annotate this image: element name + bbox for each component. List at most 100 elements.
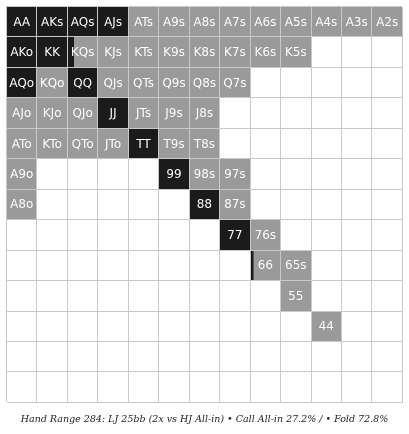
hand-cell xyxy=(341,98,373,129)
hand-cell xyxy=(372,281,403,312)
hand-cell: KTs xyxy=(128,37,160,68)
hand-cell xyxy=(220,341,251,373)
hand-cell: QJo xyxy=(67,98,99,129)
hand-cell: 76s xyxy=(250,220,282,251)
hand-cell: 88 xyxy=(189,189,221,221)
hand-cell xyxy=(37,372,68,403)
hand-cell xyxy=(311,67,342,99)
hand-cell xyxy=(7,220,38,251)
hand-cell xyxy=(311,37,342,68)
hand-cell xyxy=(37,189,68,221)
hand-cell xyxy=(341,67,373,99)
hand-cell xyxy=(372,67,403,99)
hand-cell xyxy=(372,159,403,190)
hand-cell: J9s xyxy=(159,98,190,129)
hand-cell: A9o xyxy=(7,159,38,190)
hand-cell xyxy=(281,128,312,160)
hand-cell xyxy=(250,311,282,342)
hand-cell: Q7s xyxy=(220,67,251,99)
hand-cell xyxy=(67,220,99,251)
hand-cell: Q9s xyxy=(159,67,190,99)
hand-cell xyxy=(341,189,373,221)
hand-cell xyxy=(7,311,38,342)
hand-cell xyxy=(341,281,373,312)
hand-cell xyxy=(67,281,99,312)
hand-cell xyxy=(7,250,38,282)
hand-cell xyxy=(128,311,160,342)
hand-cell xyxy=(341,37,373,68)
hand-cell: AQs xyxy=(67,7,99,38)
hand-cell: JTo xyxy=(98,128,129,160)
hand-cell xyxy=(98,311,129,342)
hand-cell: KK xyxy=(37,37,68,68)
hand-cell: TT xyxy=(128,128,160,160)
hand-cell xyxy=(372,37,403,68)
hand-cell xyxy=(250,67,282,99)
hand-cell xyxy=(67,341,99,373)
hand-cell: AJs xyxy=(98,7,129,38)
hand-cell xyxy=(311,341,342,373)
hand-cell xyxy=(189,372,221,403)
hand-cell: KJs xyxy=(98,37,129,68)
hand-cell xyxy=(281,311,312,342)
hand-cell xyxy=(311,128,342,160)
hand-cell: KQs xyxy=(67,37,99,68)
hand-cell: AKo xyxy=(7,37,38,68)
hand-cell: QQ xyxy=(67,67,99,99)
hand-cell xyxy=(341,250,373,282)
hand-cell xyxy=(37,159,68,190)
hand-cell: KTo xyxy=(37,128,68,160)
hand-cell xyxy=(37,281,68,312)
hand-cell xyxy=(7,281,38,312)
hand-cell xyxy=(372,250,403,282)
hand-cell xyxy=(37,220,68,251)
hand-cell xyxy=(189,311,221,342)
hand-cell xyxy=(250,341,282,373)
hand-cell xyxy=(220,372,251,403)
hand-cell xyxy=(281,159,312,190)
hand-cell xyxy=(311,220,342,251)
hand-cell xyxy=(67,372,99,403)
hand-cell xyxy=(311,372,342,403)
hand-cell: 98s xyxy=(189,159,221,190)
hand-cell xyxy=(250,189,282,221)
hand-cell xyxy=(7,372,38,403)
hand-cell xyxy=(220,128,251,160)
hand-cell xyxy=(220,311,251,342)
hand-cell xyxy=(98,189,129,221)
hand-cell xyxy=(128,250,160,282)
hand-cell xyxy=(7,341,38,373)
hand-cell xyxy=(311,189,342,221)
hand-cell xyxy=(250,98,282,129)
hand-cell: K6s xyxy=(250,37,282,68)
hand-cell xyxy=(372,372,403,403)
hand-cell xyxy=(341,341,373,373)
hand-cell: ATs xyxy=(128,7,160,38)
hand-cell xyxy=(250,159,282,190)
hand-cell: A7s xyxy=(220,7,251,38)
hand-cell xyxy=(220,250,251,282)
hand-cell xyxy=(220,281,251,312)
hand-cell xyxy=(281,98,312,129)
hand-cell xyxy=(341,220,373,251)
hand-cell: K8s xyxy=(189,37,221,68)
hand-cell: K9s xyxy=(159,37,190,68)
hand-cell xyxy=(159,341,190,373)
range-caption: Hand Range 284: LJ 25bb (2x vs HJ All-in… xyxy=(20,414,389,425)
hand-cell: A4s xyxy=(311,7,342,38)
hand-cell xyxy=(98,372,129,403)
hand-cell xyxy=(159,311,190,342)
hand-cell: ATo xyxy=(7,128,38,160)
hand-cell xyxy=(250,281,282,312)
hand-cell xyxy=(159,250,190,282)
hand-cell: T8s xyxy=(189,128,221,160)
hand-cell xyxy=(311,250,342,282)
hand-cell: 55 xyxy=(281,281,312,312)
hand-cell xyxy=(189,250,221,282)
hand-cell: 87s xyxy=(220,189,251,221)
hand-cell xyxy=(67,311,99,342)
hand-cell xyxy=(189,220,221,251)
hand-cell xyxy=(372,341,403,373)
hand-cell: AQo xyxy=(7,67,38,99)
hand-cell xyxy=(372,311,403,342)
